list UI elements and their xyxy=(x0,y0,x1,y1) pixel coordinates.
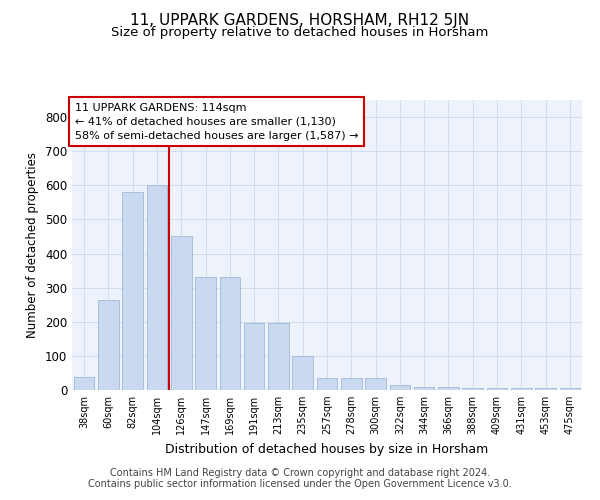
Bar xyxy=(244,324,265,390)
Text: Contains HM Land Registry data © Crown copyright and database right 2024.: Contains HM Land Registry data © Crown c… xyxy=(110,468,490,477)
Text: 11, UPPARK GARDENS, HORSHAM, RH12 5JN: 11, UPPARK GARDENS, HORSHAM, RH12 5JN xyxy=(130,12,470,28)
Text: Size of property relative to detached houses in Horsham: Size of property relative to detached ho… xyxy=(112,26,488,39)
Bar xyxy=(146,186,167,390)
Bar xyxy=(463,388,483,390)
X-axis label: Distribution of detached houses by size in Horsham: Distribution of detached houses by size … xyxy=(166,442,488,456)
Text: Contains public sector information licensed under the Open Government Licence v3: Contains public sector information licen… xyxy=(88,479,512,489)
Bar xyxy=(98,300,119,390)
Bar xyxy=(341,378,362,390)
Bar xyxy=(74,377,94,390)
Bar xyxy=(292,356,313,390)
Bar xyxy=(220,278,240,390)
Bar xyxy=(414,386,434,390)
Bar xyxy=(171,236,191,390)
Bar xyxy=(195,278,216,390)
Bar xyxy=(487,388,508,390)
Bar xyxy=(268,324,289,390)
Bar xyxy=(365,378,386,390)
Bar xyxy=(122,192,143,390)
Bar xyxy=(511,388,532,390)
Bar xyxy=(317,378,337,390)
Bar xyxy=(438,386,459,390)
Bar xyxy=(389,385,410,390)
Y-axis label: Number of detached properties: Number of detached properties xyxy=(26,152,40,338)
Bar xyxy=(560,388,580,390)
Bar xyxy=(535,388,556,390)
Text: 11 UPPARK GARDENS: 114sqm
← 41% of detached houses are smaller (1,130)
58% of se: 11 UPPARK GARDENS: 114sqm ← 41% of detac… xyxy=(74,103,358,141)
